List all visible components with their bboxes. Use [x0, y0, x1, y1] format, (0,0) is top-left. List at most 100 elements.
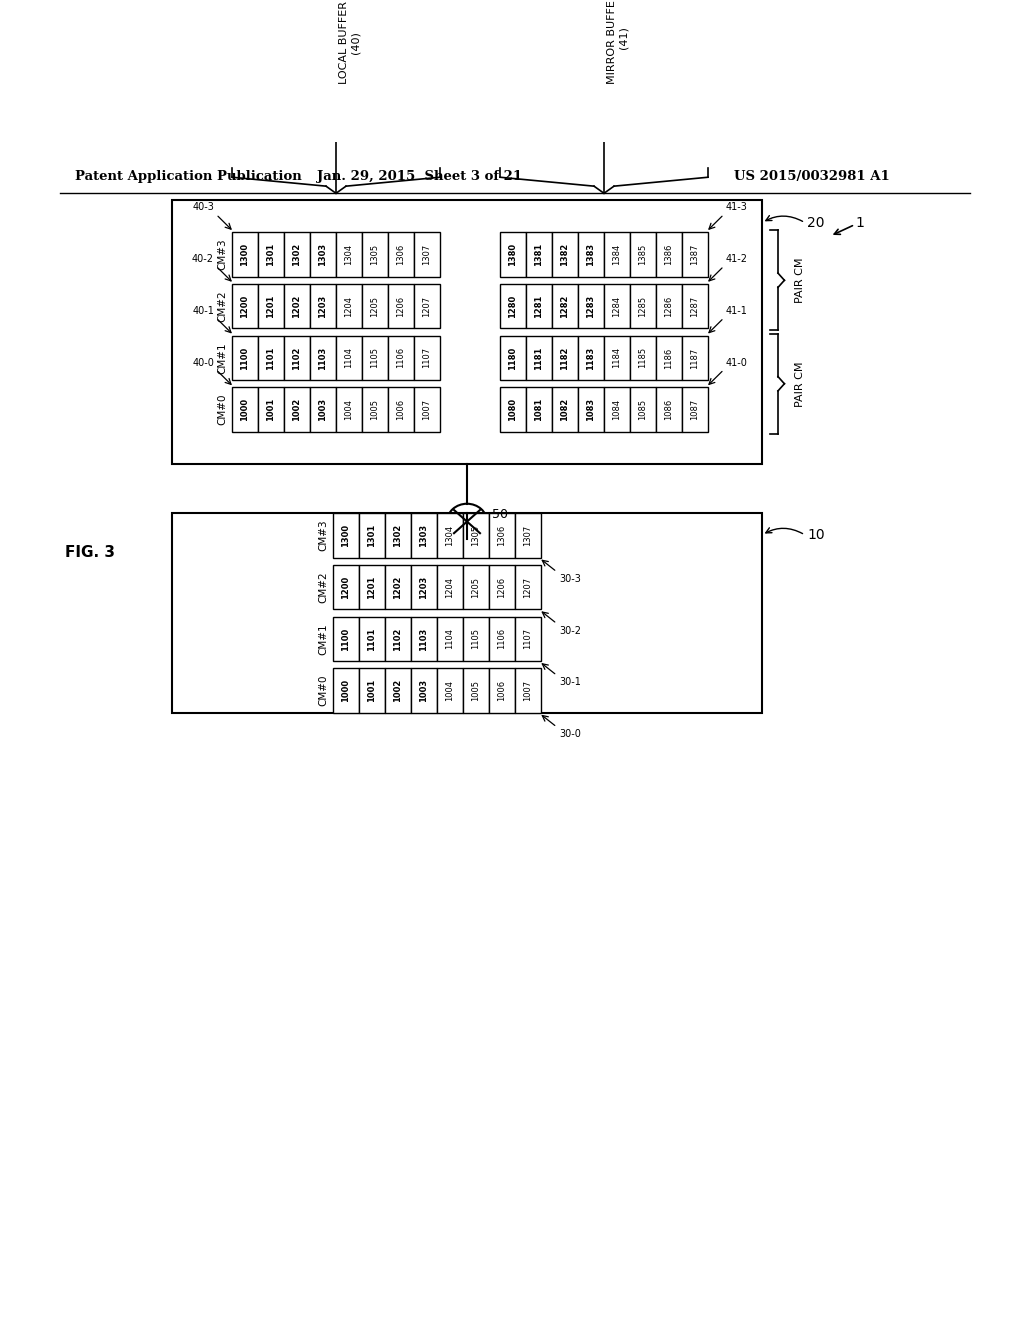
- Text: 1007: 1007: [523, 680, 532, 701]
- Text: 1306: 1306: [498, 525, 507, 546]
- Text: 1381: 1381: [535, 243, 544, 267]
- Text: CM#2: CM#2: [217, 290, 227, 322]
- Bar: [232, 387, 258, 432]
- Text: 1383: 1383: [587, 243, 596, 265]
- Text: 1004: 1004: [344, 399, 353, 420]
- Text: 1105: 1105: [471, 628, 480, 649]
- Text: 1307: 1307: [523, 525, 532, 546]
- Text: 1203: 1203: [420, 576, 428, 599]
- Bar: [414, 284, 440, 329]
- Bar: [362, 387, 388, 432]
- Text: 1086: 1086: [665, 399, 674, 420]
- Text: 1204: 1204: [445, 577, 455, 598]
- Text: 1207: 1207: [423, 296, 431, 317]
- Bar: [388, 284, 414, 329]
- Text: CM#1: CM#1: [217, 342, 227, 374]
- Bar: [552, 387, 578, 432]
- Bar: [682, 335, 708, 380]
- Bar: [604, 232, 630, 277]
- Text: 1104: 1104: [344, 347, 353, 368]
- Text: 1004: 1004: [445, 680, 455, 701]
- Text: 1083: 1083: [587, 399, 596, 421]
- Bar: [604, 284, 630, 329]
- Text: 1106: 1106: [396, 347, 406, 368]
- Text: PAIR CM: PAIR CM: [795, 360, 805, 407]
- Text: 1304: 1304: [445, 525, 455, 546]
- Bar: [526, 284, 552, 329]
- Bar: [232, 335, 258, 380]
- Text: 1100: 1100: [341, 627, 350, 651]
- Text: 41-0: 41-0: [726, 358, 748, 368]
- Text: 40-2: 40-2: [193, 255, 214, 264]
- Text: LOCAL BUFFER
(40): LOCAL BUFFER (40): [339, 0, 360, 83]
- Bar: [284, 335, 310, 380]
- Text: CM#2: CM#2: [318, 572, 328, 603]
- Bar: [500, 284, 526, 329]
- Text: 1007: 1007: [423, 399, 431, 420]
- Bar: [310, 284, 336, 329]
- Bar: [552, 232, 578, 277]
- Bar: [682, 387, 708, 432]
- Text: CM#3: CM#3: [318, 520, 328, 552]
- Text: 1000: 1000: [341, 678, 350, 702]
- Text: 30-2: 30-2: [559, 626, 581, 635]
- Text: Jan. 29, 2015  Sheet 3 of 21: Jan. 29, 2015 Sheet 3 of 21: [317, 170, 522, 183]
- Bar: [463, 513, 489, 558]
- Text: 1287: 1287: [690, 296, 699, 317]
- Text: 1002: 1002: [393, 678, 402, 702]
- Bar: [359, 616, 385, 661]
- Bar: [526, 387, 552, 432]
- Bar: [414, 232, 440, 277]
- Text: 1300: 1300: [341, 524, 350, 546]
- Bar: [682, 284, 708, 329]
- Text: MIRROR BUFFER
(41): MIRROR BUFFER (41): [607, 0, 629, 83]
- Bar: [500, 232, 526, 277]
- Text: 1182: 1182: [560, 346, 569, 370]
- Bar: [359, 668, 385, 713]
- Bar: [172, 512, 762, 713]
- Text: 1186: 1186: [665, 347, 674, 368]
- Text: 1386: 1386: [665, 244, 674, 265]
- Text: 1187: 1187: [690, 347, 699, 368]
- Bar: [411, 616, 437, 661]
- Text: Patent Application Publication: Patent Application Publication: [75, 170, 302, 183]
- Text: 1181: 1181: [535, 346, 544, 370]
- Bar: [414, 335, 440, 380]
- Bar: [258, 387, 284, 432]
- Text: 1282: 1282: [560, 294, 569, 318]
- Text: 1102: 1102: [293, 346, 301, 370]
- Bar: [463, 616, 489, 661]
- Bar: [463, 668, 489, 713]
- Text: 1101: 1101: [368, 627, 377, 651]
- Text: 1303: 1303: [318, 243, 328, 265]
- Bar: [388, 335, 414, 380]
- Bar: [437, 565, 463, 610]
- Bar: [362, 284, 388, 329]
- Bar: [526, 232, 552, 277]
- Bar: [437, 668, 463, 713]
- Text: 1005: 1005: [471, 680, 480, 701]
- Text: 1204: 1204: [344, 296, 353, 317]
- Text: 1104: 1104: [445, 628, 455, 649]
- Bar: [656, 387, 682, 432]
- Text: 1300: 1300: [241, 243, 250, 265]
- Text: 1184: 1184: [612, 347, 622, 368]
- Text: 1284: 1284: [612, 296, 622, 317]
- Bar: [359, 513, 385, 558]
- Bar: [630, 284, 656, 329]
- Bar: [604, 335, 630, 380]
- Bar: [388, 232, 414, 277]
- Bar: [336, 335, 362, 380]
- Bar: [385, 513, 411, 558]
- Bar: [630, 232, 656, 277]
- Text: 1286: 1286: [665, 296, 674, 317]
- Bar: [578, 284, 604, 329]
- Bar: [656, 232, 682, 277]
- Bar: [232, 284, 258, 329]
- Text: 1001: 1001: [266, 399, 275, 421]
- Text: 50: 50: [492, 508, 508, 521]
- Text: 1385: 1385: [639, 244, 647, 265]
- Bar: [284, 232, 310, 277]
- Text: 1202: 1202: [393, 576, 402, 599]
- Text: 1082: 1082: [560, 399, 569, 421]
